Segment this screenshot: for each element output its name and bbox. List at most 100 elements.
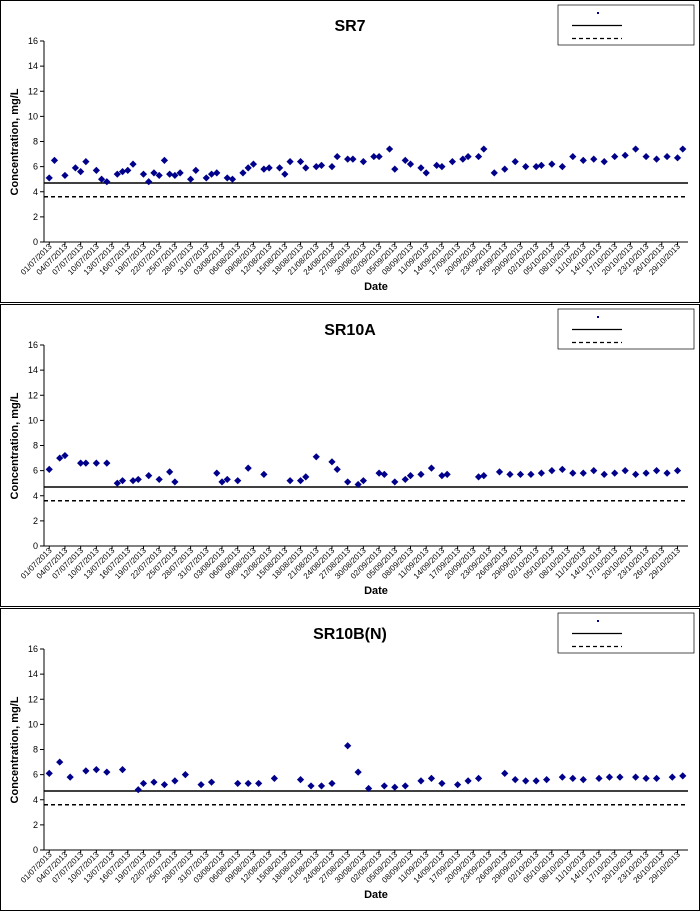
data-point [632, 145, 640, 153]
data-point [652, 467, 661, 475]
data-point [595, 774, 603, 782]
data-point [228, 175, 237, 183]
data-point [92, 166, 100, 174]
data-point [155, 475, 163, 484]
data-point [464, 152, 472, 161]
data-point [181, 771, 189, 779]
data-point [448, 158, 456, 166]
data-point [642, 469, 650, 477]
data-point [600, 470, 608, 478]
data-point [317, 782, 326, 790]
data-point [286, 158, 294, 166]
y-axis-label: Concentration, mg/L [9, 696, 21, 803]
data-point [134, 475, 142, 484]
data-point [166, 170, 174, 178]
data-point [380, 470, 388, 478]
chart-frame [0, 304, 700, 607]
data-point [207, 170, 216, 178]
data-point [234, 779, 242, 788]
data-point [328, 163, 336, 171]
data-point [82, 158, 90, 166]
data-point [370, 152, 378, 161]
data-point [569, 469, 577, 477]
y-tick-label: 6 [33, 770, 38, 780]
chart-title: SR7 [334, 18, 365, 35]
chart-frame [0, 608, 700, 911]
data-point [621, 151, 629, 159]
data-point [139, 779, 148, 788]
data-point [459, 155, 467, 163]
data-point [375, 469, 383, 477]
data-point [522, 777, 530, 785]
data-point [391, 783, 399, 791]
data-point [590, 155, 598, 163]
data-point [113, 479, 121, 487]
data-point [82, 767, 90, 775]
data-point [276, 164, 284, 172]
data-point [668, 773, 676, 781]
data-point [642, 774, 650, 782]
y-tick-label: 6 [33, 466, 38, 476]
data-point [61, 451, 69, 460]
data-point [139, 170, 148, 178]
data-point [160, 156, 169, 164]
data-point [590, 467, 598, 475]
data-point [632, 470, 640, 478]
data-point [673, 154, 682, 162]
data-point [569, 774, 577, 782]
data-point [103, 459, 111, 467]
y-tick-label: 0 [33, 237, 38, 247]
y-axis-label: Concentration, mg/L [9, 88, 21, 195]
data-point [548, 160, 556, 168]
data-point [511, 158, 519, 166]
data-point [202, 174, 210, 182]
y-tick-label: 14 [28, 61, 38, 71]
x-axis-label: Date [364, 585, 388, 597]
y-axis-label: Concentration, mg/L [9, 392, 21, 499]
data-point [296, 158, 305, 166]
y-tick-label: 14 [28, 365, 38, 375]
data-point [663, 469, 671, 477]
data-point [443, 470, 451, 478]
y-tick-label: 8 [33, 745, 38, 755]
data-point [522, 163, 530, 171]
data-point [501, 165, 509, 173]
y-tick-label: 12 [28, 86, 38, 96]
data-point [260, 470, 268, 478]
legend [557, 308, 695, 350]
y-tick-label: 8 [33, 137, 38, 147]
data-point [103, 178, 111, 186]
data-point [406, 472, 415, 480]
y-tick-label: 2 [33, 820, 38, 830]
data-point [579, 156, 587, 164]
data-point [375, 152, 383, 161]
data-point [176, 169, 184, 177]
y-tick-label: 2 [33, 516, 38, 526]
data-point [611, 469, 619, 477]
data-point [652, 774, 661, 782]
data-point [312, 163, 320, 171]
data-point [605, 773, 614, 781]
data-point [673, 467, 682, 475]
data-point [160, 781, 169, 789]
data-point [438, 779, 446, 788]
y-tick-label: 10 [28, 719, 38, 729]
data-point [317, 161, 326, 169]
data-point [239, 169, 247, 177]
data-point [464, 777, 472, 785]
data-point [97, 175, 106, 183]
data-point [244, 779, 252, 788]
data-point [558, 773, 566, 781]
y-tick-label: 16 [28, 340, 38, 350]
x-axis-label: Date [364, 281, 388, 293]
data-point [406, 160, 415, 168]
data-point [281, 170, 289, 178]
data-point [558, 163, 566, 171]
y-tick-label: 12 [28, 390, 38, 400]
chart-svg-sr10bn: SR10B(N)024681012141601/07/201304/07/201… [0, 608, 700, 911]
data-point [333, 152, 341, 161]
data-point [328, 458, 336, 466]
data-point [50, 156, 59, 164]
data-point [516, 470, 525, 478]
data-point [663, 152, 671, 161]
